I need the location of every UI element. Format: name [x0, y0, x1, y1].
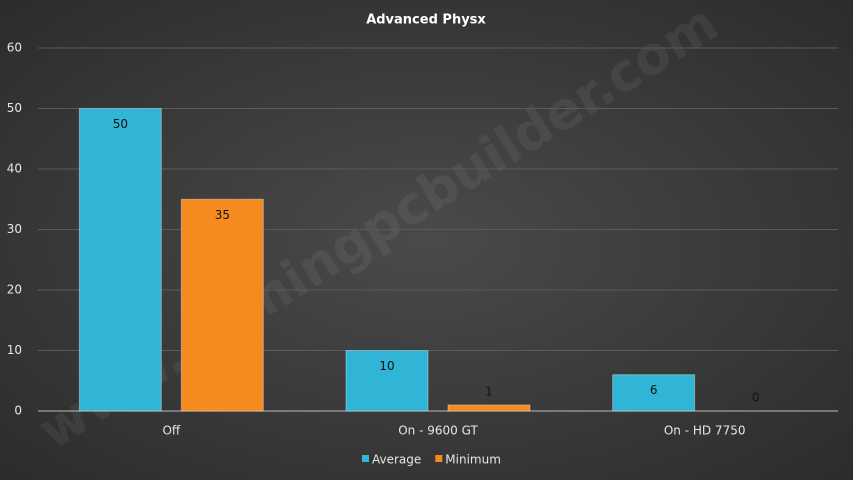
bar [180, 198, 264, 412]
data-label: 35 [215, 208, 230, 222]
y-tick-label: 30 [7, 222, 22, 236]
legend-swatch [362, 455, 369, 462]
legend-swatch [435, 455, 443, 462]
x-tick-label: On - HD 7750 [664, 424, 746, 438]
legend-label: Minimum [445, 453, 501, 467]
y-tick-label: 0 [14, 404, 22, 418]
bar [78, 108, 162, 412]
y-tick-label: 40 [7, 162, 22, 176]
y-tick-label: 50 [7, 101, 22, 115]
data-label: 10 [379, 359, 394, 373]
data-label: 0 [752, 391, 760, 405]
x-tick-label: Off [162, 424, 180, 438]
legend-label: Average [372, 453, 421, 467]
bar [612, 374, 696, 412]
bar [345, 350, 429, 412]
data-label: 6 [650, 383, 658, 397]
x-tick-label: On - 9600 GT [398, 424, 478, 438]
y-tick-label: 60 [7, 41, 22, 55]
data-label: 50 [113, 117, 128, 131]
y-tick-label: 20 [7, 283, 22, 297]
y-tick-label: 10 [7, 343, 22, 357]
data-label: 1 [485, 384, 493, 398]
bar [447, 404, 531, 412]
chart-title: Advanced Physx [366, 13, 486, 28]
